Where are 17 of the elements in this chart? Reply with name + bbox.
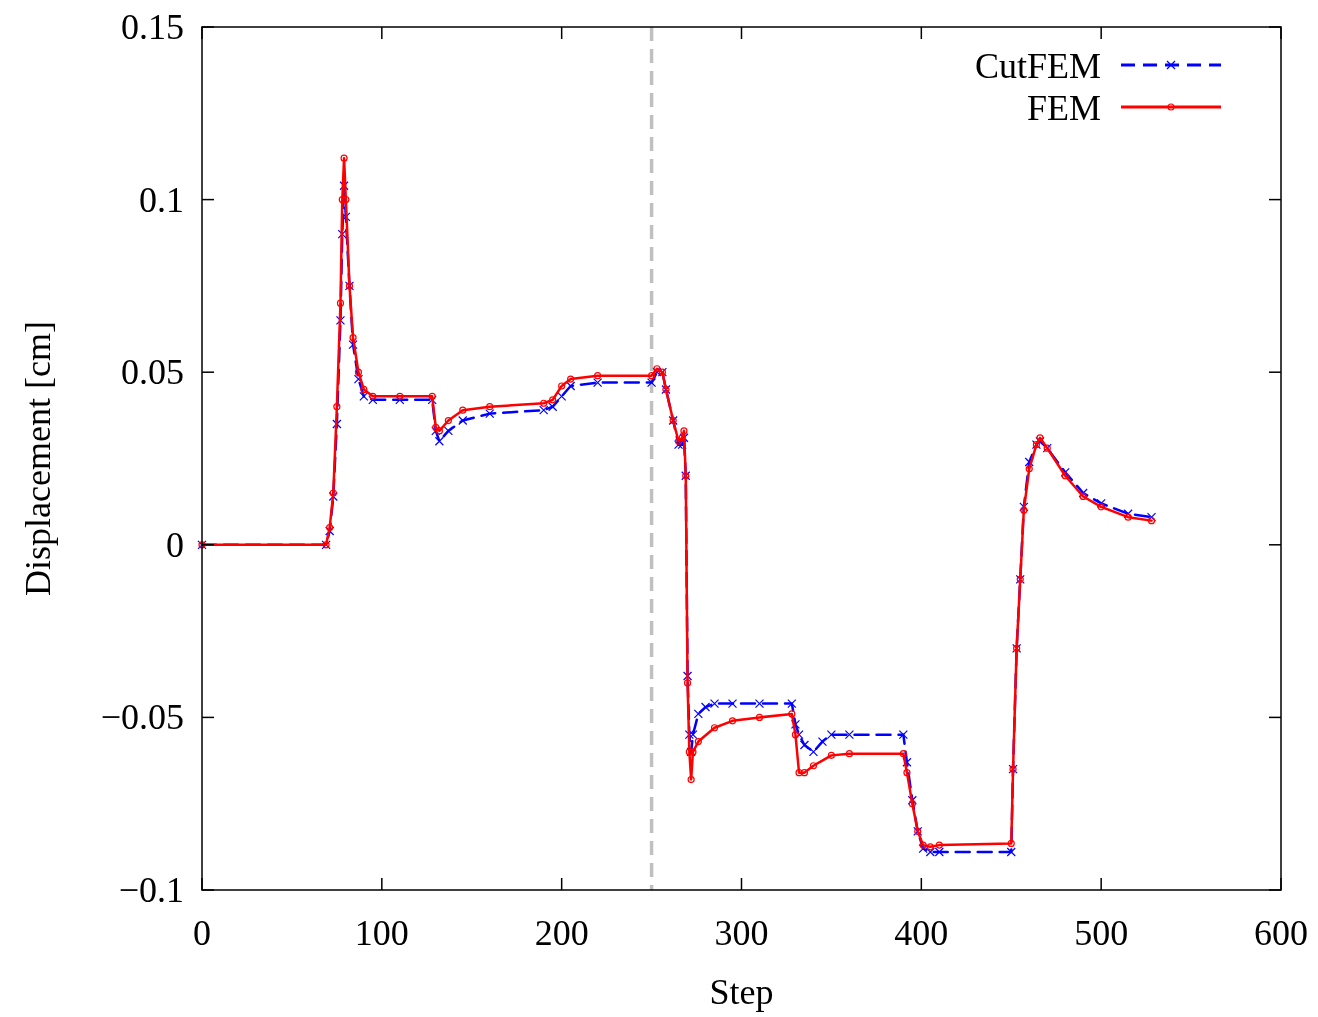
x-tick-label: 200 — [534, 913, 589, 953]
y-tick-label: −0.05 — [100, 697, 184, 738]
y-tick-label: −0.1 — [118, 870, 184, 910]
legend-label: CutFEM — [974, 46, 1101, 86]
x-tick-label: 0 — [193, 913, 211, 953]
x-tick-label: 600 — [1254, 913, 1308, 953]
x-axis-title: Step — [709, 972, 774, 1012]
y-tick-label: 0.05 — [121, 352, 184, 393]
y-tick-label: 0.15 — [121, 7, 184, 47]
x-tick-label: 400 — [894, 913, 949, 953]
legend-label: FEM — [1026, 88, 1101, 128]
y-tick-label: 0 — [166, 524, 184, 565]
y-tick-label: 0.1 — [139, 179, 184, 220]
x-tick-label: 300 — [714, 913, 769, 953]
y-axis-title: Displacement [cm] — [18, 321, 58, 596]
x-tick-label: 500 — [1074, 913, 1129, 953]
x-tick-label: 100 — [354, 913, 409, 953]
